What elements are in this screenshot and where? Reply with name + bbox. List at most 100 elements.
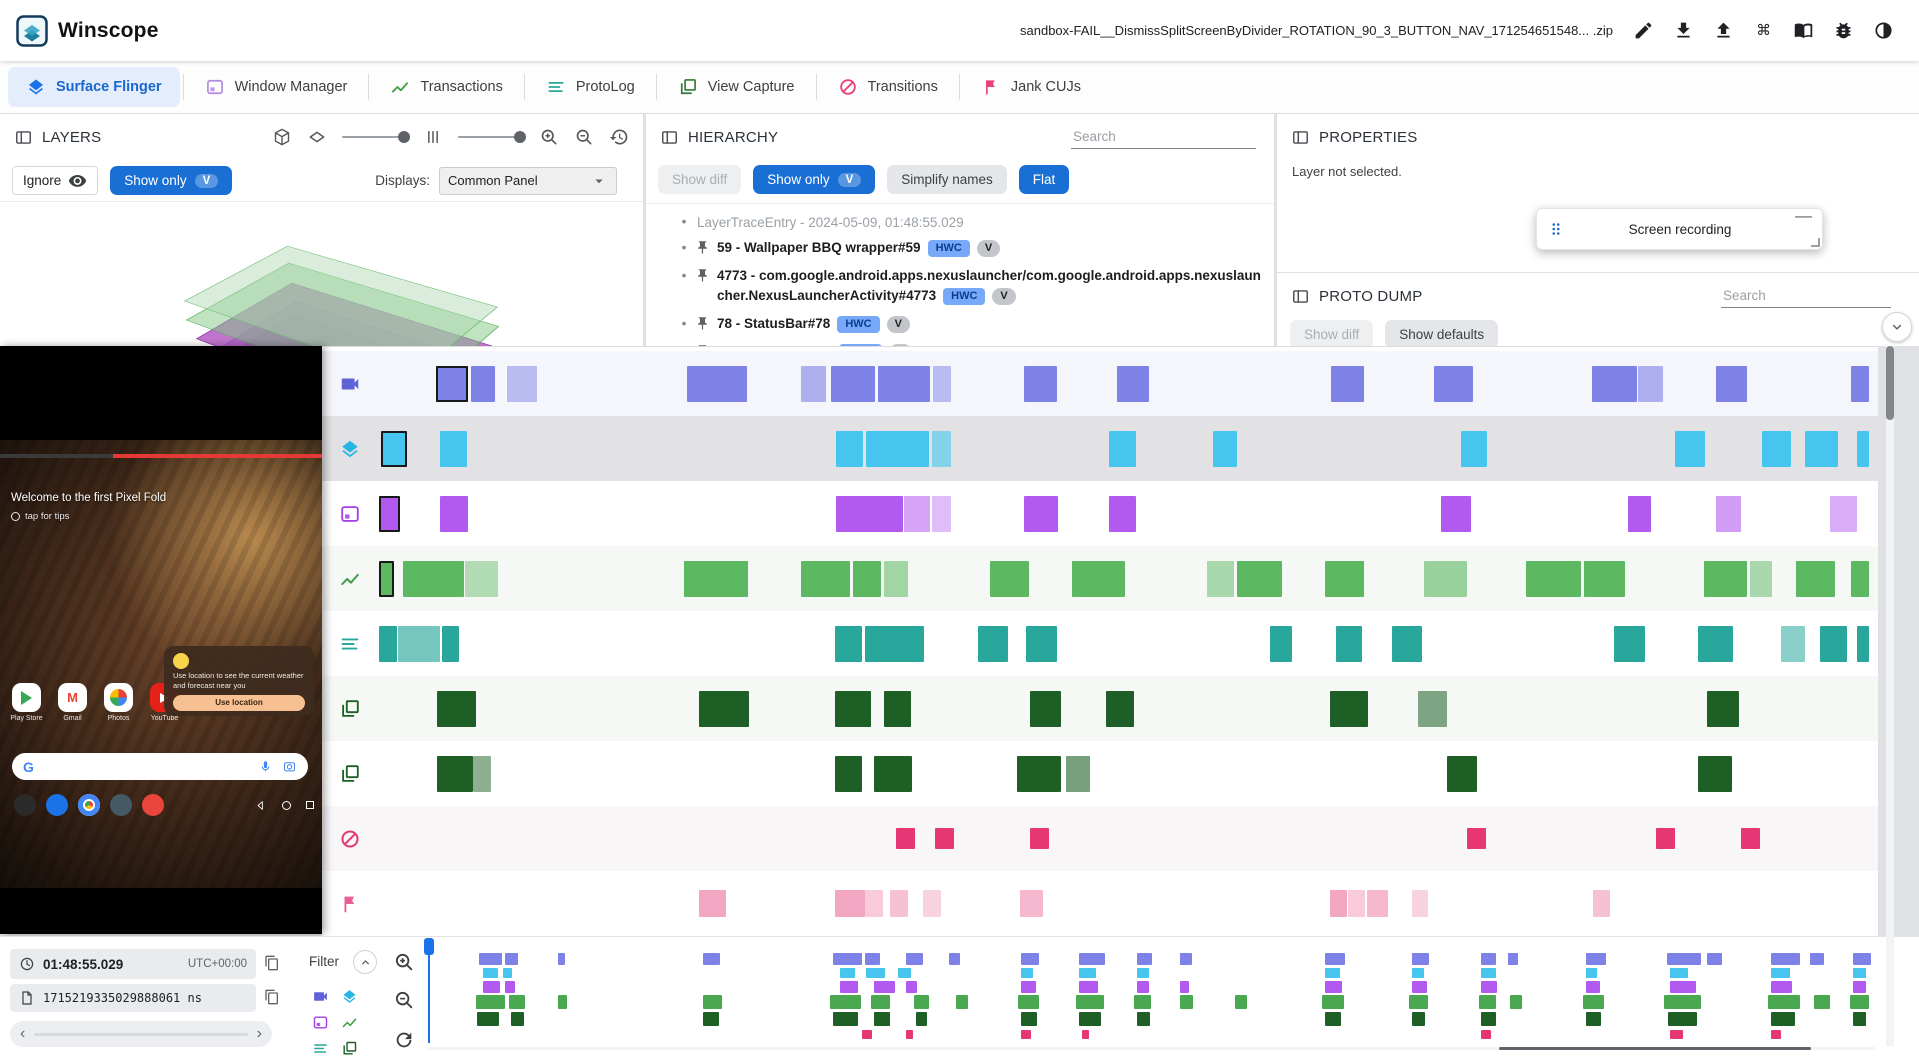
trace-entry-block[interactable] xyxy=(834,890,865,917)
tab-surface-flinger[interactable]: Surface Flinger xyxy=(8,67,180,107)
trace-entry-block[interactable] xyxy=(379,625,397,662)
timeline-row-view-capture-taskbar[interactable] xyxy=(322,676,1878,741)
trace-entry-block[interactable] xyxy=(1781,625,1805,662)
trace-entry-block[interactable] xyxy=(1638,365,1664,402)
trace-entry-block[interactable] xyxy=(1851,365,1869,402)
trace-entry-block[interactable] xyxy=(1526,560,1582,597)
trace-entry-block[interactable] xyxy=(884,690,911,727)
trace-entry-block[interactable] xyxy=(931,495,952,532)
trace-entry-block[interactable] xyxy=(1655,828,1676,849)
dark-mode-button[interactable] xyxy=(1863,11,1903,51)
zoom-out-icon[interactable] xyxy=(574,127,594,147)
screen-recording-window[interactable]: Screen recording — xyxy=(1536,206,1823,250)
trace-entry-block[interactable] xyxy=(379,560,394,597)
collapse-panel-button[interactable] xyxy=(1882,312,1912,342)
trace-entry-block[interactable] xyxy=(1614,625,1646,662)
ignore-visibility-toggle[interactable]: Ignore xyxy=(12,166,99,195)
filter-list-icon[interactable] xyxy=(312,1040,329,1057)
minimap-zoom-in-button[interactable] xyxy=(392,951,416,975)
tree-node[interactable]: • 4773 - com.google.android.apps.nexuslau… xyxy=(681,268,1261,305)
minimap-zoom-out-button[interactable] xyxy=(392,989,416,1013)
trace-entry-block[interactable] xyxy=(864,625,925,662)
tab-protolog[interactable]: ProtoLog xyxy=(528,67,653,107)
trace-entry-block[interactable] xyxy=(890,890,908,917)
chevron-left-icon[interactable]: ‹ xyxy=(20,1025,26,1042)
minimap-reset-button[interactable] xyxy=(392,1029,416,1053)
trace-entry-block[interactable] xyxy=(1329,690,1369,727)
trace-entry-block[interactable] xyxy=(1749,560,1773,597)
rotation-plane-icon[interactable] xyxy=(307,127,327,147)
layers-show-only-button[interactable]: Show only V xyxy=(110,166,233,195)
trace-entry-block[interactable] xyxy=(441,625,460,662)
minimize-recording-button[interactable]: — xyxy=(1795,206,1812,225)
timeline-row-surface-flinger[interactable] xyxy=(322,416,1878,481)
trace-entry-block[interactable] xyxy=(684,560,749,597)
trace-entry-block[interactable] xyxy=(1627,495,1652,532)
tree-node[interactable]: • 78 - StatusBar#78 HWC V xyxy=(680,310,1264,338)
trace-entry-block[interactable] xyxy=(903,495,931,532)
tab-transitions[interactable]: Transitions xyxy=(820,67,956,107)
vertical-scrollbar-thumb[interactable] xyxy=(1886,346,1894,420)
trace-entry-block[interactable] xyxy=(435,365,469,402)
screen-recording-overlay[interactable]: Welcome to the first Pixel Fold tap for … xyxy=(0,346,322,934)
trace-entry-block[interactable] xyxy=(1065,755,1090,792)
trace-entry-block[interactable] xyxy=(1335,625,1363,662)
layers-3d-view[interactable] xyxy=(110,234,570,346)
timeline-row-window-manager[interactable] xyxy=(322,481,1878,546)
trace-entry-block[interactable] xyxy=(1030,690,1062,727)
trace-entry-block[interactable] xyxy=(1331,365,1364,402)
trace-entry-block[interactable] xyxy=(437,690,476,727)
trace-entry-block[interactable] xyxy=(1213,430,1238,467)
tab-window-manager[interactable]: Window Manager xyxy=(187,67,366,107)
timeline-row-transitions[interactable] xyxy=(322,806,1878,871)
pin-icon[interactable] xyxy=(695,240,710,255)
trace-entry-block[interactable] xyxy=(1347,890,1366,917)
trace-entry-block[interactable] xyxy=(1857,430,1869,467)
minimap-scroll-track[interactable] xyxy=(428,1047,1875,1050)
trace-entry-block[interactable] xyxy=(1591,365,1637,402)
trace-entry-block[interactable] xyxy=(402,560,464,597)
timeline-row-view-capture-launcher[interactable] xyxy=(322,741,1878,806)
trace-entry-block[interactable] xyxy=(1697,755,1732,792)
dock-app-icon[interactable] xyxy=(14,794,36,816)
3d-view-icon[interactable] xyxy=(272,127,292,147)
proto-show-defaults-button[interactable]: Show defaults xyxy=(1385,320,1499,346)
trace-entry-block[interactable] xyxy=(1030,828,1050,849)
reset-view-icon[interactable] xyxy=(609,127,629,147)
trace-entry-block[interactable] xyxy=(896,828,916,849)
trace-entry-block[interactable] xyxy=(1270,625,1293,662)
trace-entry-block[interactable] xyxy=(1016,755,1062,792)
app-shortcut-play-store[interactable]: Play Store xyxy=(10,683,43,722)
spacing-slider[interactable] xyxy=(458,131,526,143)
trace-entry-block[interactable] xyxy=(1411,890,1428,917)
trace-entry-block[interactable] xyxy=(1706,690,1740,727)
chevron-right-icon[interactable]: › xyxy=(256,1025,262,1042)
trace-entry-block[interactable] xyxy=(1109,495,1136,532)
displays-select[interactable]: Common Panel xyxy=(439,166,617,195)
weather-notification-card[interactable]: Use location to see the current weather … xyxy=(164,646,314,716)
trace-entry-block[interactable] xyxy=(922,890,941,917)
trace-entry-block[interactable] xyxy=(834,625,862,662)
trace-entry-block[interactable] xyxy=(1715,495,1741,532)
copy-ns-button[interactable] xyxy=(262,988,282,1008)
trace-entry-block[interactable] xyxy=(830,365,876,402)
report-bug-button[interactable] xyxy=(1823,11,1863,51)
trace-entry-block[interactable] xyxy=(1071,560,1126,597)
trace-entry-block[interactable] xyxy=(687,365,747,402)
filter-collapse-button[interactable] xyxy=(353,950,377,974)
trace-entry-block[interactable] xyxy=(437,755,473,792)
trace-entry-block[interactable] xyxy=(1441,495,1472,532)
zoom-in-icon[interactable] xyxy=(539,127,559,147)
nav-back-icon[interactable] xyxy=(254,799,267,812)
trace-entry-block[interactable] xyxy=(1024,495,1059,532)
hierarchy-search-input[interactable] xyxy=(1071,125,1256,149)
tree-node[interactable]: •166 - Taskbar#166HWCV xyxy=(680,338,1264,346)
documentation-button[interactable] xyxy=(1783,11,1823,51)
shortcuts-button[interactable]: ⌘ xyxy=(1743,11,1783,51)
tree-root-entry[interactable]: • LayerTraceEntry - 2024-05-09, 01:48:55.… xyxy=(681,214,964,230)
trace-entry-block[interactable] xyxy=(1697,625,1734,662)
trace-entry-block[interactable] xyxy=(1207,560,1235,597)
trace-entry-block[interactable] xyxy=(800,365,826,402)
nav-home-icon[interactable] xyxy=(282,800,291,810)
pin-icon[interactable] xyxy=(695,268,710,283)
